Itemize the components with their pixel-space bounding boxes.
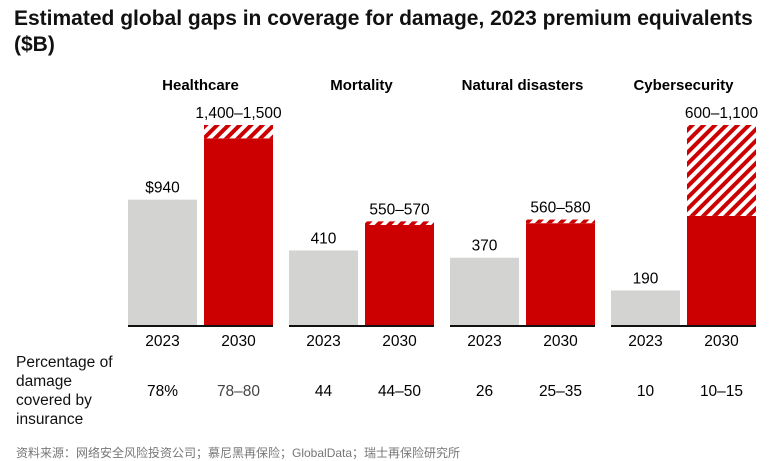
value-label-2030-cybersecurity: 600–1,100 <box>685 105 759 122</box>
value-label-2023-healthcare: $940 <box>145 180 180 197</box>
group-title-natural-disasters: Natural disasters <box>462 77 584 94</box>
bar-2030-range-natural-disasters <box>526 219 595 224</box>
year-label-2030-healthcare: 2030 <box>221 333 256 350</box>
coverage-row-label: Percentage of damage covered by insuranc… <box>16 354 113 428</box>
coverage-2023-healthcare: 78% <box>147 383 178 400</box>
coverage-2023-natural-disasters: 26 <box>476 383 493 400</box>
bar-2023-mortality <box>289 250 358 325</box>
group-title-healthcare: Healthcare <box>162 77 239 94</box>
bar-2030-range-mortality <box>365 221 434 225</box>
bar-2023-natural-disasters <box>450 257 519 325</box>
year-label-2030-natural-disasters: 2030 <box>543 333 578 350</box>
bar-2030-range-cybersecurity <box>687 125 756 216</box>
bar-2023-healthcare <box>128 199 197 325</box>
year-label-2030-cybersecurity: 2030 <box>704 333 739 350</box>
bar-2030-mortality <box>365 225 434 325</box>
chart-title: Estimated global gaps in coverage for da… <box>14 7 753 56</box>
group-title-mortality: Mortality <box>330 77 393 94</box>
coverage-2030-healthcare: 78–80 <box>217 383 260 400</box>
bar-2023-cybersecurity <box>611 290 680 325</box>
coverage-2030-cybersecurity: 10–15 <box>700 383 743 400</box>
year-label-2023-mortality: 2023 <box>306 333 340 350</box>
group-title-cybersecurity: Cybersecurity <box>633 77 734 94</box>
source-note: 资料来源：网络安全风险投资公司；慕尼黑再保险；GlobalData；瑞士再保险研… <box>16 446 461 460</box>
coverage-2023-cybersecurity: 10 <box>637 383 655 400</box>
year-label-2023-healthcare: 2023 <box>145 333 179 350</box>
bar-2030-natural-disasters <box>526 223 595 325</box>
year-label-2023-natural-disasters: 2023 <box>467 333 501 350</box>
year-label-2023-cybersecurity: 2023 <box>628 333 662 350</box>
coverage-2023-mortality: 44 <box>315 383 333 400</box>
value-label-2030-healthcare: 1,400–1,500 <box>195 105 282 122</box>
coverage-2030-mortality: 44–50 <box>378 383 421 400</box>
coverage-2030-natural-disasters: 25–35 <box>539 383 582 400</box>
value-label-2030-mortality: 550–570 <box>369 201 430 218</box>
bar-2030-healthcare <box>204 138 273 325</box>
value-label-2030-natural-disasters: 560–580 <box>530 200 591 217</box>
year-label-2030-mortality: 2030 <box>382 333 417 350</box>
bar-2030-range-healthcare <box>204 125 273 139</box>
bar-2030-cybersecurity <box>687 215 756 325</box>
value-label-2023-cybersecurity: 190 <box>633 270 659 287</box>
value-label-2023-mortality: 410 <box>311 230 337 247</box>
value-label-2023-natural-disasters: 370 <box>472 238 498 255</box>
